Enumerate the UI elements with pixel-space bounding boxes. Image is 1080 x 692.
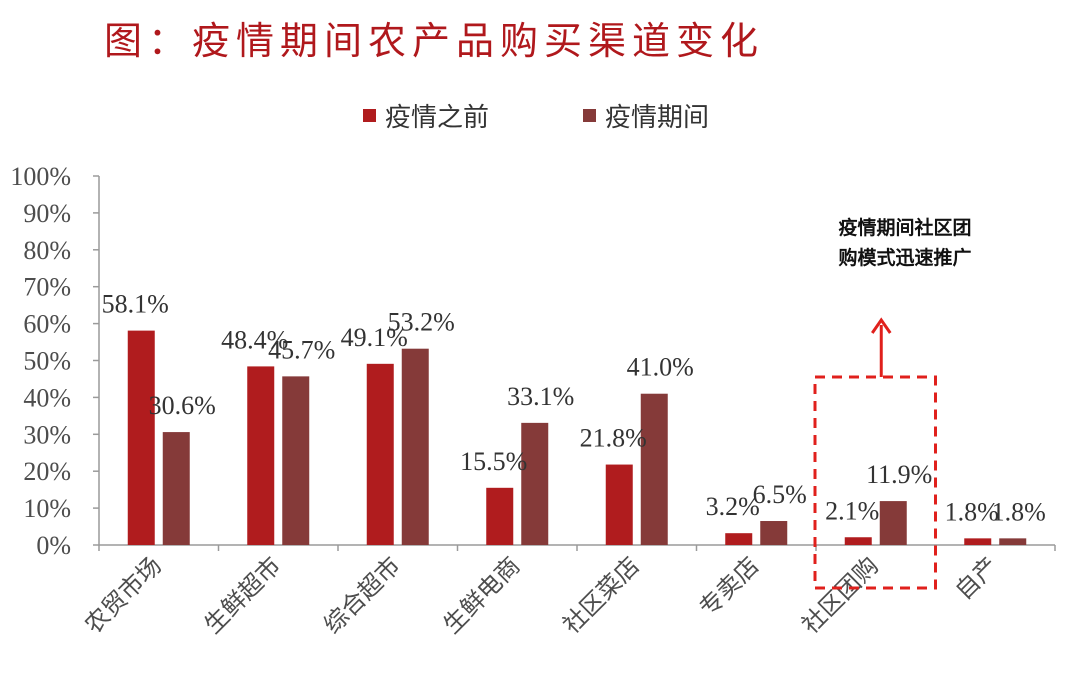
x-category-label: 生鲜超市 [199, 551, 287, 639]
data-label-before: 3.2% [706, 492, 760, 521]
page-title: 图：疫情期间农产品购买渠道变化 [104, 19, 765, 63]
bar-during [401, 348, 429, 545]
data-label-before: 49.1% [341, 323, 408, 352]
y-axis: 0% 10% 20% 30% 40% 50% 60% 70% 80% 90% 100% [10, 162, 100, 560]
data-label-during: 45.7% [268, 335, 335, 364]
bar-during [879, 501, 907, 545]
legend-label-during: 疫情期间 [605, 103, 709, 133]
y-tick-label: 40% [23, 383, 71, 412]
legend-label-before: 疫情之前 [385, 103, 489, 133]
annotation-text: 购模式迅速推广 [838, 246, 971, 269]
bar-before [964, 538, 992, 545]
legend-swatch-before [363, 109, 376, 122]
bar-during [640, 393, 668, 545]
y-tick-label: 90% [23, 199, 71, 228]
data-label-before: 48.4% [221, 325, 288, 354]
bar-before [486, 487, 514, 545]
highlight-box [813, 375, 937, 590]
x-category-label: 综合超市 [318, 551, 406, 639]
data-labels: 58.1% 30.6% 48.4%45.7% 49.1%53.2% 15.5% 33.1%… [102, 290, 1046, 527]
data-label-during: 33.1% [507, 382, 574, 411]
bar-during [521, 422, 549, 545]
arrow-head [871, 317, 892, 334]
y-tick-label: 70% [23, 273, 71, 302]
data-label-during: 53.2% [388, 308, 455, 337]
data-label-before: 2.1% [825, 496, 879, 525]
x-category-label: 生鲜电商 [438, 551, 526, 639]
x-category-label: 自产 [950, 551, 1004, 605]
bar-before [366, 363, 394, 545]
data-label-before: 58.1% [102, 290, 169, 319]
data-label-before: 1.8% [945, 497, 999, 526]
x-category-label: 农贸市场 [79, 551, 167, 639]
bar-during [282, 376, 310, 545]
legend: 疫情之前 疫情期间 [363, 103, 709, 133]
x-category-label: 社区团购 [796, 551, 884, 639]
bar-during [162, 432, 190, 545]
data-label-during: 6.5% [753, 480, 807, 509]
y-tick-label: 20% [23, 457, 71, 486]
data-label-during: 41.0% [627, 353, 694, 382]
annotation-text: 疫情期间社区团 [838, 216, 971, 239]
x-axis: 农贸市场 生鲜超市 综合超市 生鲜电商 社区菜店 专卖店 社区团购 自产 [79, 544, 1056, 639]
legend-swatch-during [583, 109, 596, 122]
x-category-label: 专卖店 [694, 551, 765, 622]
bar-before [725, 533, 753, 545]
bar-during [999, 538, 1027, 545]
y-tick-label: 0% [36, 531, 71, 560]
y-tick-label: 50% [23, 347, 71, 376]
data-label-during: 30.6% [149, 391, 216, 420]
bar-during [760, 521, 788, 545]
y-tick-label: 10% [23, 494, 71, 523]
y-tick-label: 80% [23, 236, 71, 265]
data-label-during: 11.9% [866, 460, 932, 489]
x-category-label: 社区菜店 [557, 551, 645, 639]
bars [127, 330, 1027, 545]
y-tick-label: 60% [23, 310, 71, 339]
data-label-before: 15.5% [460, 447, 527, 476]
bar-before [127, 330, 155, 545]
y-tick-label: 30% [23, 420, 71, 449]
y-tick-label: 100% [10, 162, 71, 191]
bar-before [844, 537, 872, 545]
bar-before [247, 366, 275, 545]
data-label-before: 21.8% [580, 424, 647, 453]
data-label-during: 1.8% [992, 497, 1046, 526]
bar-before [605, 464, 633, 545]
